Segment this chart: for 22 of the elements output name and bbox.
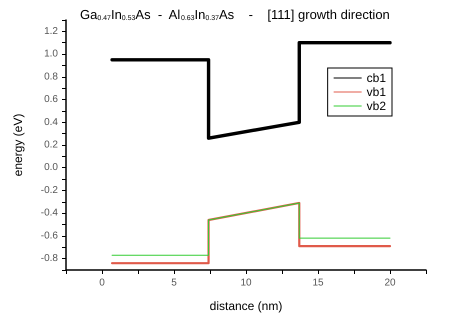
y-tick-label: -0.6 [40,230,58,242]
y-tick-label: 1.2 [44,26,58,37]
legend-label: cb1 [366,71,386,85]
legend-label: vb2 [366,99,386,113]
x-tick-label: 20 [384,278,396,288]
y-tick-label: 1.0 [44,48,58,60]
y-tick-label: -0.8 [40,253,58,264]
y-tick-label: 0.8 [44,71,58,82]
x-tick-label: 10 [240,278,252,288]
y-tick-label: -0.4 [40,208,58,219]
x-axis-title: distance (nm) [210,299,282,313]
y-tick-label: 0.4 [44,116,58,128]
x-tick-label: 15 [312,278,324,288]
x-tick-label: 5 [171,278,178,288]
x-tick-label: 0 [99,278,106,288]
legend-label: vb1 [366,85,386,99]
line-series [110,41,392,140]
y-tick-label: 0.6 [44,94,58,106]
y-axis-title: energy (eV) [11,114,25,176]
y-tick-label: 0.2 [44,140,58,150]
y-tick-label: 0.0 [44,162,58,174]
y-tick-label: -0.2 [40,184,58,196]
